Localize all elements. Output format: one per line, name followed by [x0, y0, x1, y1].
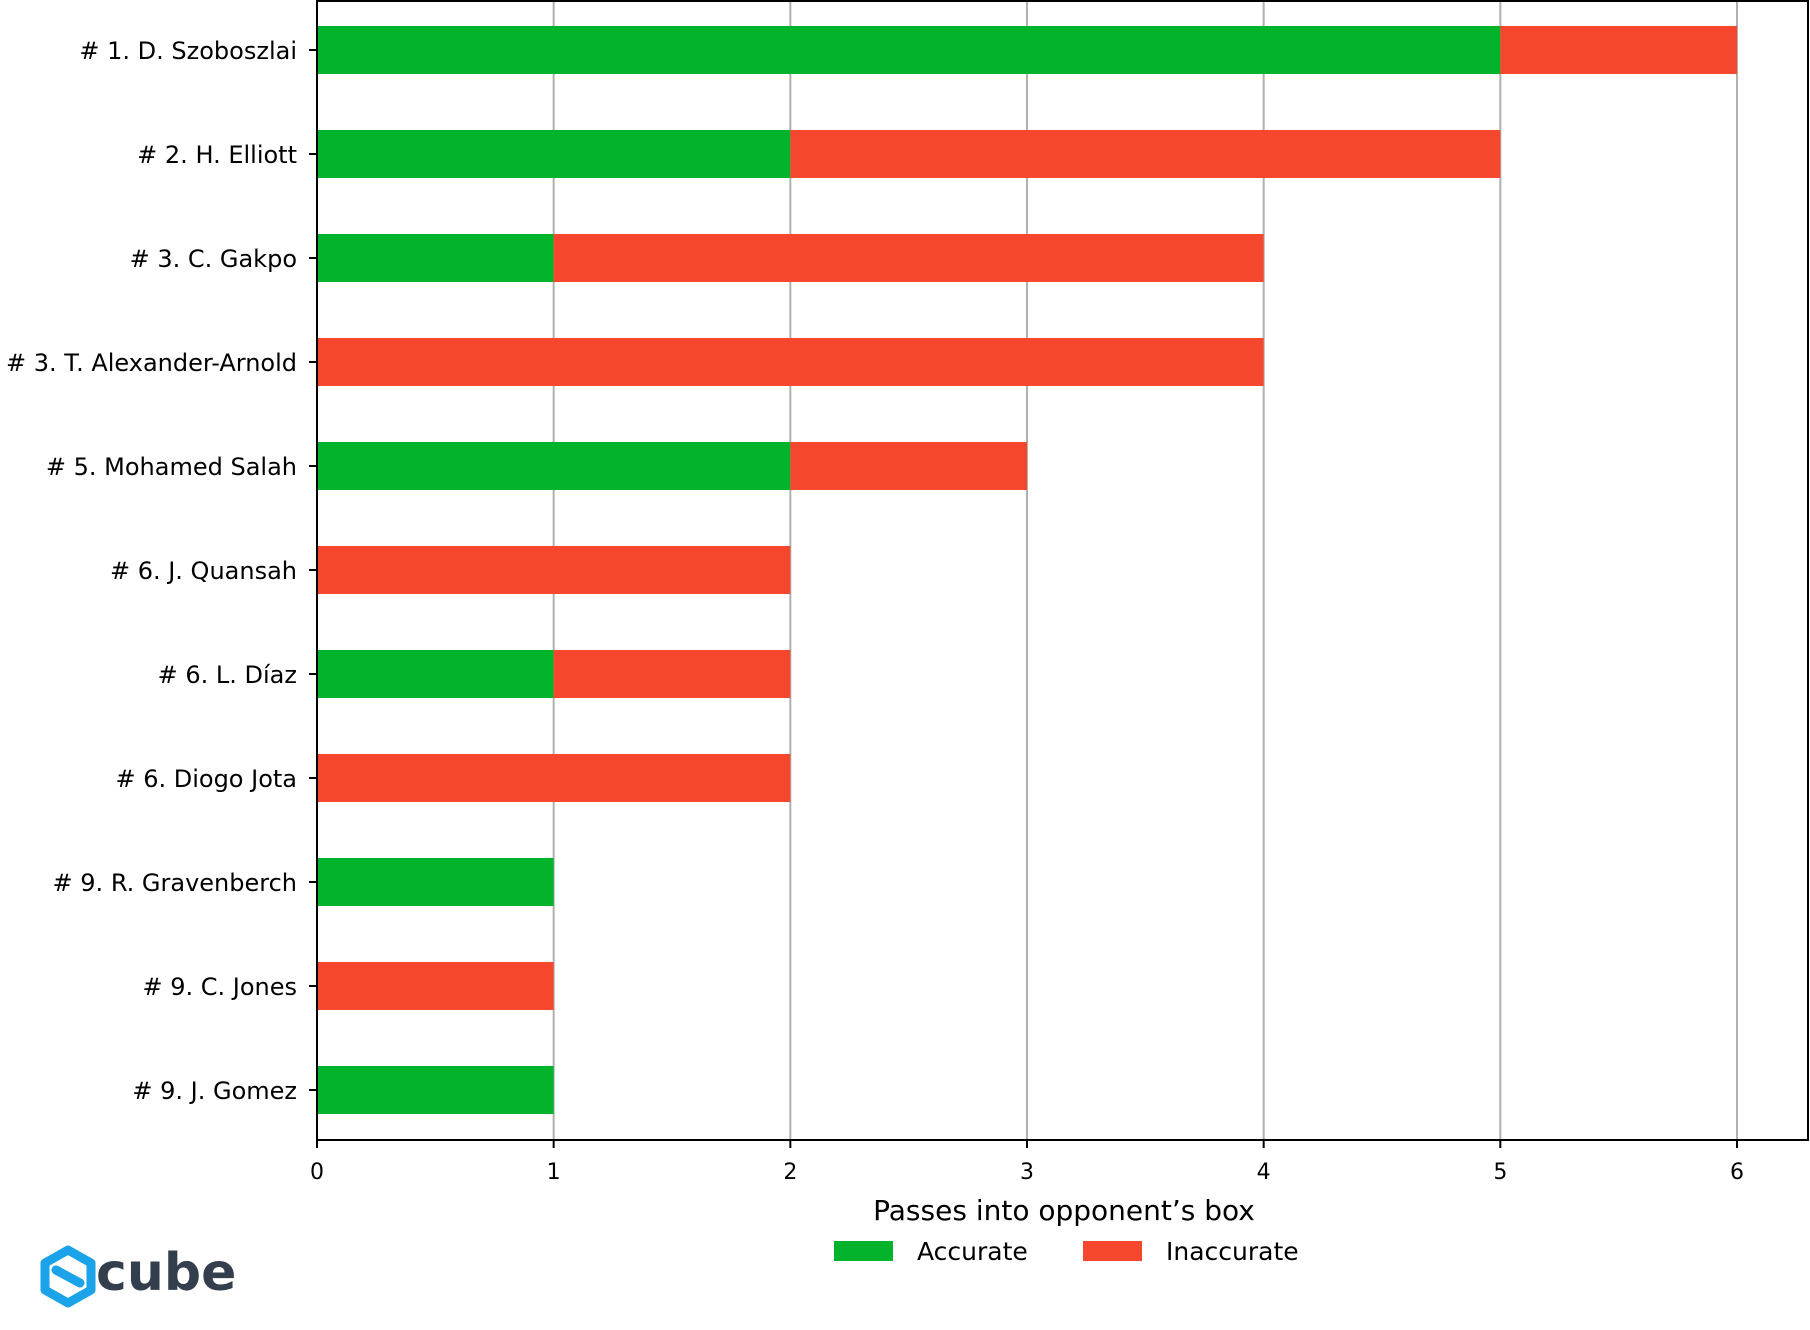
x-tick-label: 5: [1493, 1160, 1507, 1185]
legend-label-inaccurate: Inaccurate: [1166, 1237, 1299, 1266]
bar-accurate: [317, 234, 554, 282]
category-label: # 6. J. Quansah: [110, 557, 297, 585]
category-labels: # 1. D. Szoboszlai # 2. H. Elliott # 3. C.…: [6, 37, 297, 1105]
bar-inaccurate: [317, 546, 791, 594]
x-tick-labels: 0 1 2 3 4 5 6: [310, 1160, 1744, 1185]
bar-inaccurate: [1500, 26, 1737, 74]
x-tick-label: 6: [1730, 1160, 1744, 1185]
logo-text: cube: [96, 1243, 236, 1303]
category-label: # 3. C. Gakpo: [130, 245, 297, 273]
bar-inaccurate: [790, 442, 1027, 490]
legend: Accurate Inaccurate: [834, 1237, 1299, 1266]
bars: [317, 26, 1737, 1114]
axes: [309, 0, 1809, 1148]
category-label: # 1. D. Szoboszlai: [79, 37, 297, 65]
legend-label-accurate: Accurate: [917, 1237, 1028, 1266]
bar-inaccurate: [553, 234, 1264, 282]
bar-inaccurate: [317, 754, 791, 802]
bar-accurate: [317, 650, 554, 698]
category-label: # 6. Diogo Jota: [115, 765, 297, 793]
bar-inaccurate: [553, 650, 791, 698]
bar-accurate: [317, 442, 791, 490]
x-tick-label: 0: [310, 1160, 324, 1185]
bar-accurate: [317, 858, 554, 906]
category-label: # 9. R. Gravenberch: [53, 869, 297, 897]
bar-accurate: [317, 1066, 554, 1114]
category-label: # 5. Mohamed Salah: [46, 453, 297, 481]
category-label: # 3. T. Alexander-Arnold: [6, 349, 297, 377]
category-label: # 2. H. Elliott: [137, 141, 297, 169]
cube-logo-icon: [40, 1245, 96, 1308]
bar-inaccurate: [790, 130, 1501, 178]
category-label: # 6. L. Díaz: [158, 661, 297, 689]
x-tick-label: 1: [547, 1160, 561, 1185]
bar-inaccurate: [317, 338, 1264, 386]
x-axis-label: Passes into opponent’s box: [873, 1194, 1255, 1227]
cube-logo: cube: [40, 1243, 236, 1308]
bar-accurate: [317, 130, 791, 178]
x-tick-label: 4: [1257, 1160, 1271, 1185]
category-label: # 9. C. Jones: [142, 973, 297, 1001]
category-label: # 9. J. Gomez: [132, 1077, 297, 1105]
plot-frame: [316, 0, 1809, 1141]
legend-swatch-accurate: [834, 1241, 893, 1261]
bar-accurate: [317, 26, 1501, 74]
grid-lines: [552, 0, 1738, 1140]
x-tick-label: 3: [1020, 1160, 1034, 1185]
bar-inaccurate: [317, 962, 554, 1010]
legend-swatch-inaccurate: [1083, 1241, 1142, 1261]
x-tick-label: 2: [783, 1160, 797, 1185]
